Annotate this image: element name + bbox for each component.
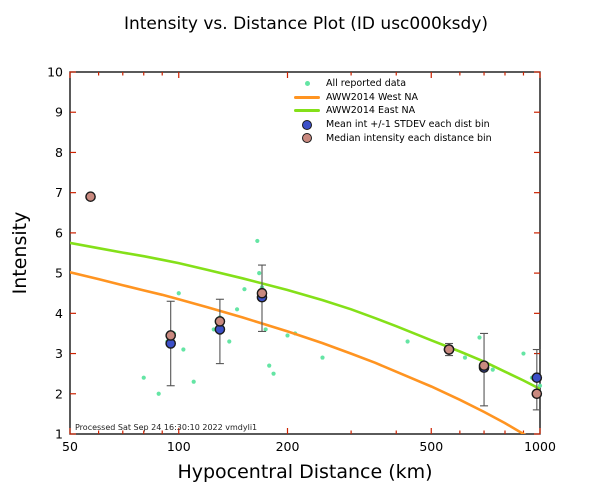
legend-symbol-cell [292,119,322,130]
legend-item-mean: Mean int +/-1 STDEV each dist bin [292,118,492,132]
legend-symbol-cell [292,95,322,99]
svg-text:7: 7 [55,185,63,200]
svg-text:500: 500 [419,439,443,454]
svg-text:9: 9 [55,105,63,120]
plot-border [69,71,541,435]
legend-label: AWW2014 West NA [326,91,418,103]
processed-timestamp: Processed Sat Sep 24 16:30:10 2022 vmdyl… [75,423,258,432]
axis-ticks [69,71,541,435]
mean-marker-icon [302,119,312,130]
series-3-errorbar-marker [165,264,543,411]
svg-text:1000: 1000 [524,439,556,454]
svg-text:4: 4 [55,306,63,321]
series-0-scatter [88,194,543,396]
legend-symbol-cell [292,81,322,87]
svg-text:1: 1 [55,427,63,442]
series-2-line [70,241,540,391]
legend-symbol-cell [292,133,322,144]
x-axis-label: Hypocentral Distance (km) [177,461,433,483]
legend-item-all-data: All reported data [292,77,492,91]
svg-text:50: 50 [62,439,78,454]
svg-text:5: 5 [55,266,63,281]
svg-text:3: 3 [55,346,63,361]
east-line-icon [294,109,320,113]
legend-item-east-na: AWW2014 East NA [292,104,492,118]
legend-symbol-cell [292,109,322,113]
legend-label: Mean int +/-1 STDEV each dist bin [326,119,490,131]
scatter-dot-icon [304,81,310,87]
svg-text:8: 8 [55,145,63,160]
svg-text:200: 200 [276,439,300,454]
legend-label: Median intensity each distance bin [326,132,492,144]
legend-item-median: Median intensity each distance bin [292,131,492,145]
series-4-marker [85,191,543,400]
west-line-icon [294,95,320,99]
y-axis-label: Intensity [9,211,31,295]
svg-text:2: 2 [55,386,63,401]
svg-text:10: 10 [47,65,63,80]
svg-text:6: 6 [55,225,63,240]
chart-title: Intensity vs. Distance Plot (ID usc000ks… [123,14,489,34]
tick-labels: 50 100 200 500 1000 1 2 3 4 5 6 7 8 9 10 [47,65,556,455]
series-1-line [70,270,526,434]
svg-text:100: 100 [167,439,191,454]
legend-item-west-na: AWW2014 West NA [292,91,492,105]
legend: All reported data AWW2014 West NA AWW201… [292,77,492,145]
median-marker-icon [302,133,312,144]
legend-label: All reported data [326,78,407,90]
legend-label: AWW2014 East NA [326,105,416,117]
